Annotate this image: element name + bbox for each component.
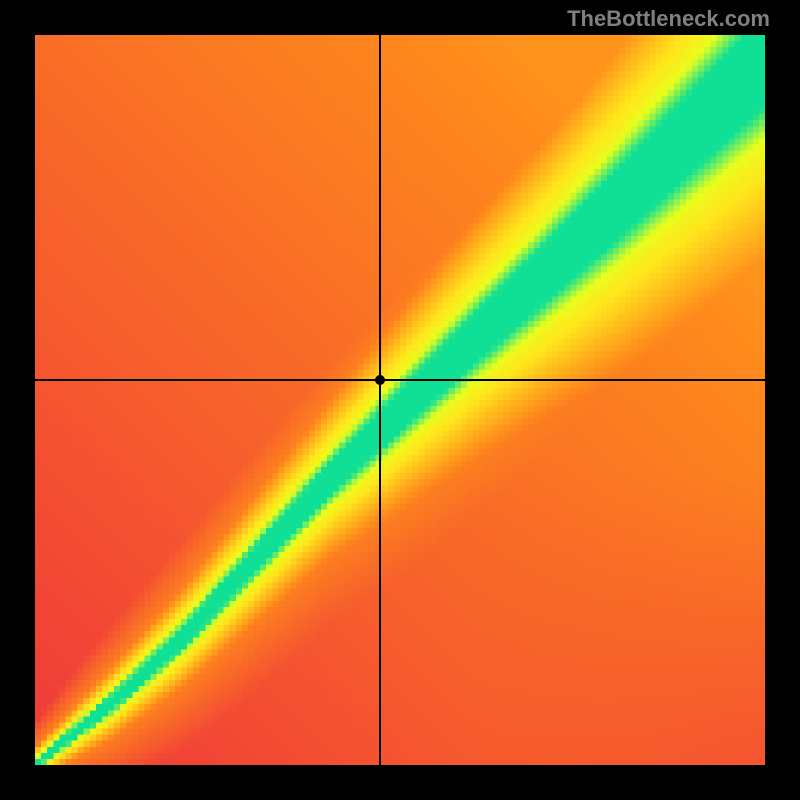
crosshair-vertical (379, 35, 381, 765)
crosshair-horizontal (35, 379, 765, 381)
watermark-text: TheBottleneck.com (567, 6, 770, 32)
heatmap-canvas (35, 35, 765, 765)
plot-area (35, 35, 765, 765)
data-point-marker (375, 375, 385, 385)
